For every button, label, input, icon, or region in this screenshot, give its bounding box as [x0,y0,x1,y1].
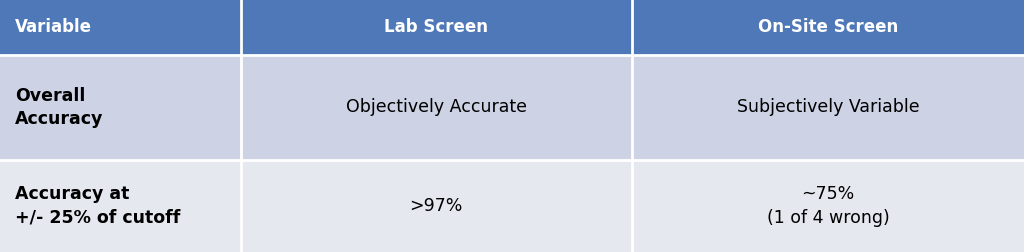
Bar [632,160,1024,252]
Bar [241,0,632,55]
Bar [0,160,241,252]
Bar [632,0,1024,55]
Text: Overall
Accuracy: Overall Accuracy [15,87,103,128]
Bar [241,55,632,160]
Bar [241,160,632,252]
Bar [632,55,1024,160]
Text: Variable: Variable [15,18,92,37]
Text: Lab Screen: Lab Screen [384,18,488,37]
Text: Accuracy at
+/- 25% of cutoff: Accuracy at +/- 25% of cutoff [15,185,180,227]
Text: Subjectively Variable: Subjectively Variable [736,99,920,116]
Bar [0,0,241,55]
Text: On-Site Screen: On-Site Screen [758,18,898,37]
Text: >97%: >97% [410,197,463,215]
Text: ~75%
(1 of 4 wrong): ~75% (1 of 4 wrong) [767,185,889,227]
Text: Objectively Accurate: Objectively Accurate [346,99,526,116]
Bar [0,55,241,160]
